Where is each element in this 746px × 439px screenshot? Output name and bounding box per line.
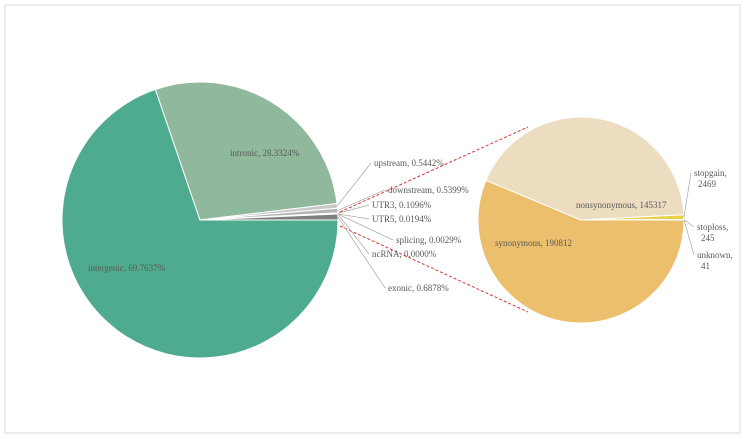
leader-line xyxy=(337,213,370,220)
data-label: upstream, 0.5442% xyxy=(374,158,444,168)
data-label: intergenic, 69.7637% xyxy=(88,263,166,273)
data-label: exonic, 0.6878% xyxy=(388,283,449,293)
data-label: stopgain, 2469 xyxy=(694,168,727,189)
data-label: unknown, 41 xyxy=(697,250,733,271)
data-label: splicing, 0.0029% xyxy=(396,235,462,245)
leader-line xyxy=(683,219,695,228)
leader-line xyxy=(683,172,692,218)
leader-line xyxy=(683,219,695,256)
data-label: downstream, 0.5399% xyxy=(388,185,469,195)
data-label: nonsynonymous, 145317 xyxy=(576,200,667,210)
pie-slice xyxy=(154,81,338,221)
data-label: UTR5, 0.0194% xyxy=(372,214,432,224)
data-label: intronic, 28.3324% xyxy=(230,148,300,158)
data-label: UTR3, 0.1096% xyxy=(372,200,432,210)
leader-line xyxy=(337,213,394,241)
leader-line xyxy=(337,213,370,255)
connector-line xyxy=(339,126,529,213)
leader-line xyxy=(337,189,386,211)
pie-slice xyxy=(61,88,339,359)
pie-slice xyxy=(485,116,685,221)
data-label: ncRNA, 0.0000% xyxy=(372,249,437,259)
data-label: synonymous, 190812 xyxy=(495,238,572,248)
leader-line xyxy=(337,162,372,207)
data-label: stoploss, 245 xyxy=(697,222,728,243)
pie-slice xyxy=(477,179,685,324)
leader-line xyxy=(337,216,386,289)
connector-line xyxy=(339,225,529,313)
pie-slice xyxy=(199,213,339,221)
leader-line xyxy=(337,204,370,214)
